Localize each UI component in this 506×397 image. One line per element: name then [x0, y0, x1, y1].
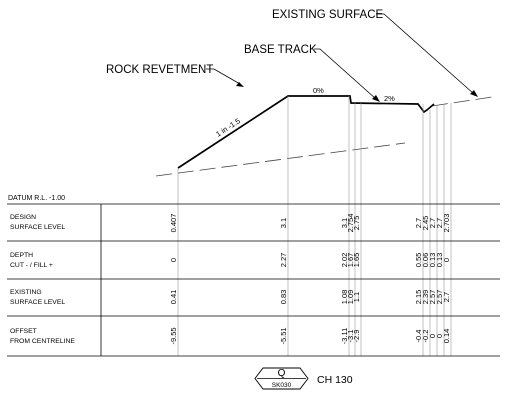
table-value: 2.27 [279, 253, 288, 268]
table-value: 0.407 [169, 214, 178, 233]
table-value: -0.2 [421, 330, 430, 343]
table-value: 2.57 [435, 290, 444, 305]
table-value: 2.7 [428, 218, 437, 228]
table-value: 1.67 [346, 253, 355, 268]
table-value: 2.703 [442, 214, 451, 233]
table-value: 2.7 [414, 218, 423, 228]
table-value: 2.02 [340, 253, 349, 268]
table-value: 1.09 [346, 290, 355, 305]
table-value: 2.45 [421, 216, 430, 231]
existing-surface-line [155, 96, 493, 177]
table-value: 2.57 [428, 290, 437, 305]
chainage-label: CH 130 [317, 374, 353, 386]
station-lines [177, 96, 452, 356]
table-value: -3.11 [340, 328, 349, 345]
table-value: 0.13 [428, 253, 437, 268]
datum-label: DATUM R.L. -1.00 [8, 195, 65, 202]
table-value: 1.65 [352, 253, 361, 268]
table-value: 0.83 [279, 290, 288, 305]
table-value: 0.14 [442, 329, 451, 344]
rock-revetment-label: ROCK REVETMENT [106, 64, 213, 76]
table-value: 1.1 [352, 292, 361, 302]
table-value: 2.7 [435, 218, 444, 228]
base-track-label: BASE TRACK [244, 44, 317, 56]
grade-flat-label: 0% [313, 86, 324, 95]
row-label-design-2: SURFACE LEVEL [10, 224, 65, 231]
table-value: 0.41 [169, 290, 178, 305]
table-value: 0.06 [421, 253, 430, 268]
table-value: 2.39 [421, 290, 430, 305]
design-profile-line [177, 95, 435, 169]
table-value: 0 [428, 334, 437, 338]
section-sheet: SK030 [272, 382, 292, 389]
table-value: 1.08 [340, 290, 349, 305]
table-value: 2.75 [352, 216, 361, 231]
row-label-existing-2: SURFACE LEVEL [10, 299, 65, 306]
row-label-design-1: DESIGN [10, 214, 36, 221]
data-table-frame [7, 203, 500, 357]
table-value: -2.9 [352, 330, 361, 343]
section-marker: Q SK030 CH 130 [254, 367, 353, 390]
row-label-depth-1: DEPTH [10, 252, 33, 259]
grade-track-label: 2% [384, 94, 395, 103]
leader-arrowheads [236, 82, 478, 102]
table-value: 0 [169, 258, 178, 262]
leader-lines [206, 13, 475, 100]
table-value: 2.7 [442, 292, 451, 302]
table-value: 0 [442, 258, 451, 262]
table-value: 3.1 [279, 218, 288, 228]
row-label-offset-2: FROM CENTRELINE [10, 338, 75, 345]
row-label-existing-1: EXISTING [10, 289, 42, 296]
table-value: 3.1 [340, 218, 349, 228]
table-value: 0.13 [435, 253, 444, 268]
row-label-depth-2: CUT - / FILL + [10, 262, 53, 269]
table-value: 2.15 [414, 290, 423, 305]
table-value: 2.754 [346, 214, 355, 233]
table-value: -0.4 [414, 330, 423, 343]
table-value: 0 [435, 334, 444, 338]
table-value: -9.55 [169, 327, 178, 344]
section-letter: Q [278, 368, 286, 379]
table-value: 0.55 [414, 253, 423, 268]
existing-surface-label: EXISTING SURFACE [272, 9, 384, 21]
row-label-offset-1: OFFSET [10, 328, 37, 335]
table-value: -3.1 [346, 330, 355, 343]
row-labels: DESIGN SURFACE LEVEL DEPTH CUT - / FILL … [10, 214, 75, 345]
table-value: -5.51 [279, 327, 288, 344]
